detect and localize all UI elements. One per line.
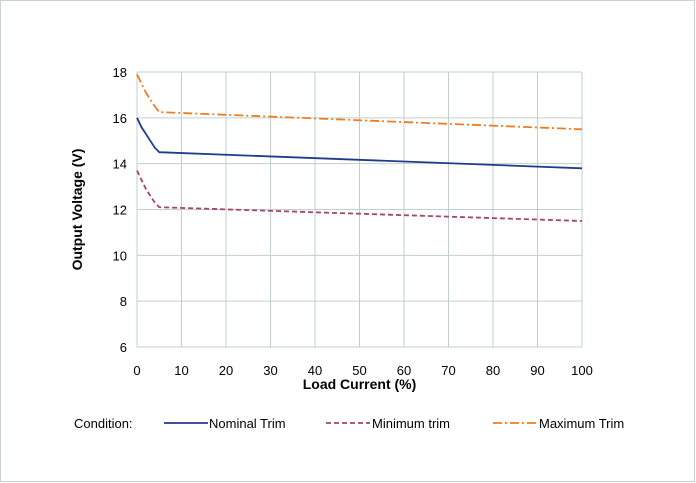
x-tick-label: 90 <box>530 363 544 378</box>
grid <box>136 71 583 348</box>
x-tick-label: 50 <box>352 363 366 378</box>
x-tick-label: 40 <box>308 363 322 378</box>
y-axis-title: Output Voltage (V) <box>69 149 85 271</box>
y-tick-label: 10 <box>113 248 127 263</box>
x-tick-label: 10 <box>174 363 188 378</box>
legend-label-1: Nominal Trim <box>209 416 286 431</box>
x-axis-title: Load Current (%) <box>303 376 417 392</box>
y-tick-label: 12 <box>113 203 127 218</box>
series-line-1 <box>136 117 583 170</box>
x-tick-label: 100 <box>571 363 593 378</box>
x-tick-label: 30 <box>263 363 277 378</box>
tick-labels: 0 10 20 30 40 50 60 70 80 90 100 6 8 10 12 14 16 18 <box>113 65 593 378</box>
y-tick-label: 8 <box>120 294 127 309</box>
y-tick-label: 14 <box>113 157 127 172</box>
x-tick-label: 80 <box>486 363 500 378</box>
series-layer <box>136 73 583 222</box>
series-line-2 <box>136 170 583 222</box>
x-tick-label: 70 <box>441 363 455 378</box>
y-tick-label: 18 <box>113 65 127 80</box>
legend-label-3: Maximum Trim <box>539 416 624 431</box>
x-tick-label: 60 <box>397 363 411 378</box>
y-tick-label: 16 <box>113 111 127 126</box>
legend-label-2: Minimum trim <box>372 416 450 431</box>
x-tick-label: 0 <box>133 363 140 378</box>
legend-title: Condition: <box>74 416 133 431</box>
y-tick-label: 6 <box>120 340 127 355</box>
x-tick-label: 20 <box>219 363 233 378</box>
legend: Condition: Nominal Trim Minimum trim Maxim… <box>74 416 624 431</box>
